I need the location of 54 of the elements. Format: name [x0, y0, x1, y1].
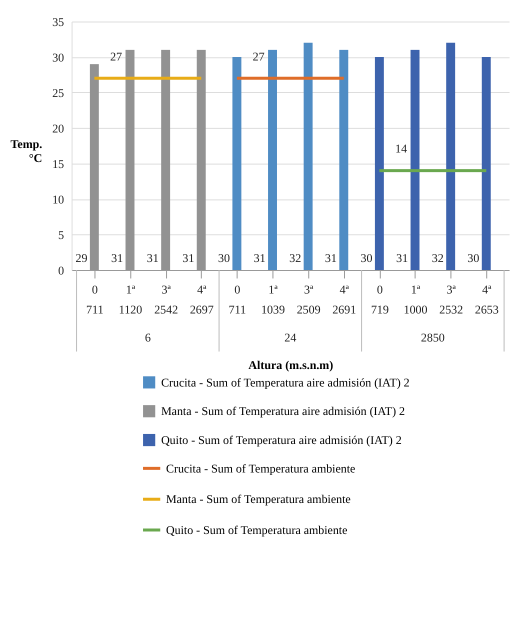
data-label: 31: [182, 251, 194, 266]
data-label: 30: [360, 251, 372, 266]
bar: [374, 56, 384, 270]
data-label: 31: [254, 251, 266, 266]
x-tick-label: 0 711: [86, 282, 104, 316]
y-tick-label: 5: [58, 228, 64, 242]
text: 6: [144, 330, 151, 345]
x-tick-label: 4ª 2653: [474, 282, 499, 316]
y-tick-label: 20: [52, 121, 64, 136]
data-label: 27: [252, 49, 265, 64]
data-label: 14: [395, 142, 408, 156]
bar: [482, 56, 491, 270]
y-tick-label: 10: [52, 192, 64, 206]
bar: [268, 50, 277, 270]
x-tick-label: 0 711: [228, 282, 246, 316]
y-axis-title: Temp. °C: [10, 137, 42, 166]
data-label: 31: [111, 251, 124, 266]
y-tick-label: 35: [52, 14, 64, 29]
x-tick-label: 3ª 2509: [296, 282, 321, 316]
y-tick-label: 30: [52, 50, 64, 64]
x-axis-title: Altura (m.s.n.m): [248, 358, 334, 372]
data-label: 30: [218, 251, 230, 266]
data-label: 30: [467, 251, 480, 266]
text: 2850: [420, 330, 445, 345]
x-tick-label: 4ª 2691: [332, 282, 356, 316]
bar: [410, 50, 420, 270]
legend-label: Manta - Sum of Temperatura aire admisión (IAT) 2: [161, 404, 406, 418]
text: 24: [284, 330, 296, 345]
bar: [232, 56, 242, 270]
legend-label: Quito - Sum of Temperatura aire admisión (IAT) 2: [161, 433, 402, 448]
data-label: 32: [432, 251, 444, 266]
y-tick-label: 15: [52, 156, 64, 171]
data-label: 27: [110, 49, 122, 64]
x-tick-label: 1ª 1000: [404, 282, 428, 316]
x-tick-label: 3ª 2532: [439, 282, 464, 316]
legend-label: Manta - Sum of Temperatura ambiente: [166, 492, 351, 506]
data-label: 32: [289, 251, 302, 266]
data-label: 31: [396, 251, 408, 266]
y-tick-label: 25: [52, 86, 64, 100]
x-tick-label: 1ª 1039: [261, 282, 285, 316]
data-label: 31: [146, 251, 159, 266]
bar: [304, 42, 313, 270]
x-tick-label: 4ª 2697: [190, 282, 214, 316]
x-tick-label: 1ª 1120: [118, 282, 142, 316]
data-label: 29: [75, 251, 88, 266]
y-tick-label: 0: [58, 263, 64, 278]
bar: [446, 42, 456, 270]
x-tick-label: 3ª 2542: [154, 282, 178, 316]
legend-label: Quito - Sum of Temperatura ambiente: [166, 523, 348, 538]
legend-label: Crucita - Sum of Temperatura aire admisión (IAT) 2: [161, 375, 410, 390]
legend-label: Crucita - Sum of Temperatura ambiente: [166, 461, 356, 476]
x-tick-label: 0 719: [370, 282, 389, 316]
bar: [339, 50, 348, 270]
data-label: 31: [324, 251, 337, 266]
